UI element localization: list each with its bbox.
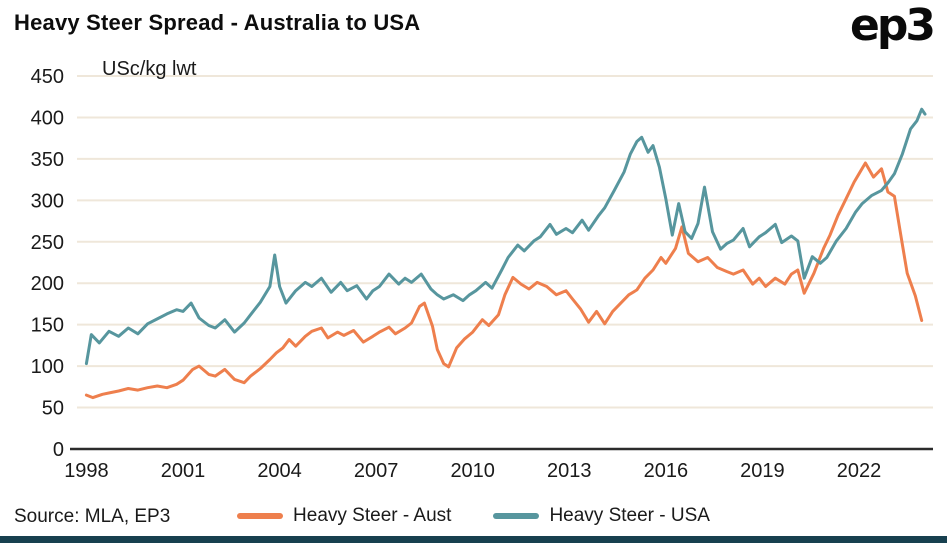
svg-text:50: 50: [42, 398, 64, 420]
svg-text:2010: 2010: [450, 460, 495, 482]
chart-title: Heavy Steer Spread - Australia to USA: [14, 10, 421, 35]
svg-text:2019: 2019: [740, 460, 785, 482]
legend: Heavy Steer - Aust Heavy Steer - USA: [0, 505, 947, 527]
svg-text:100: 100: [31, 356, 64, 378]
svg-text:2007: 2007: [354, 460, 399, 482]
svg-text:400: 400: [31, 107, 64, 129]
legend-label-usa: Heavy Steer - USA: [549, 505, 710, 526]
legend-label-aust: Heavy Steer - Aust: [293, 505, 452, 526]
ep3-logo: ep3: [850, 0, 936, 51]
y-axis-unit-label: USc/kg lwt: [102, 58, 197, 80]
svg-text:1998: 1998: [64, 460, 109, 482]
svg-text:250: 250: [31, 232, 64, 254]
legend-item-usa: Heavy Steer - USA: [493, 505, 710, 527]
svg-text:2013: 2013: [547, 460, 592, 482]
svg-text:2016: 2016: [644, 460, 689, 482]
bottom-accent-bar: [0, 536, 947, 543]
legend-item-aust: Heavy Steer - Aust: [237, 505, 451, 527]
svg-text:300: 300: [31, 190, 64, 212]
svg-text:200: 200: [31, 273, 64, 295]
svg-text:150: 150: [31, 315, 64, 337]
usa-line-swatch: [493, 513, 540, 519]
svg-text:0: 0: [53, 439, 64, 461]
svg-text:2004: 2004: [257, 460, 302, 482]
svg-text:350: 350: [31, 149, 64, 171]
aust-line-swatch: [237, 513, 284, 519]
svg-text:2001: 2001: [161, 460, 206, 482]
svg-text:2022: 2022: [837, 460, 882, 482]
source-attribution: Source: MLA, EP3: [14, 506, 171, 527]
svg-text:450: 450: [31, 66, 64, 88]
